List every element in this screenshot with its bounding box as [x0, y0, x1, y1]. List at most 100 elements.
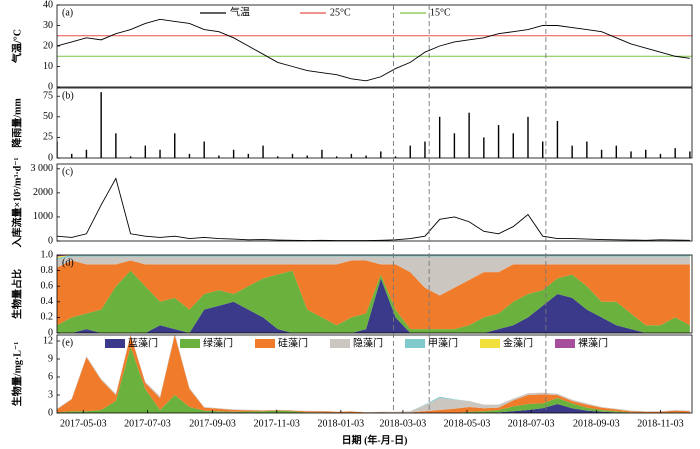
- bar: [247, 153, 250, 158]
- panel-label: (b): [62, 90, 74, 101]
- bar: [71, 153, 73, 158]
- frame: [56, 87, 693, 159]
- legend-label: 蓝藻门: [128, 336, 158, 349]
- bar: [100, 92, 102, 158]
- panel: 0 1000 2000 3 000 (c) 入库流量×10⁵/m³·d⁻¹: [10, 158, 693, 248]
- bar: [380, 151, 382, 158]
- y-tick-label: 9: [48, 353, 53, 364]
- bar: [424, 141, 426, 158]
- bar: [689, 151, 691, 158]
- bar: [159, 149, 161, 158]
- frame: [56, 163, 693, 242]
- legend-label: 裸藻门: [578, 336, 608, 349]
- x-tick-label: 2018-01-03: [318, 418, 365, 429]
- bar: [291, 153, 294, 158]
- frame: [56, 334, 693, 414]
- bar: [188, 153, 191, 158]
- y-tick-label: 0.2: [41, 312, 54, 323]
- y-tick-label: 2000: [33, 187, 53, 198]
- x-tick-label: 2017-05-03: [60, 418, 107, 429]
- line: [57, 177, 690, 241]
- panel-label: (a): [62, 7, 73, 18]
- bar: [394, 156, 397, 158]
- legend-swatch: [180, 339, 200, 348]
- x-tick-label: 2017-11-03: [254, 418, 300, 429]
- bar: [350, 153, 353, 158]
- x-tick-label: 2017-07-03: [124, 418, 171, 429]
- legend-label: 气温: [230, 5, 250, 18]
- y-axis-label: 生物量占比: [10, 269, 23, 319]
- bar: [571, 145, 573, 158]
- bar: [600, 149, 603, 158]
- bar: [630, 151, 632, 158]
- bar: [512, 133, 514, 158]
- legend-swatch: [480, 339, 500, 348]
- bar: [218, 155, 220, 158]
- bar: [659, 153, 662, 158]
- y-tick-label: 6: [48, 371, 53, 382]
- y-axis-label: 入库流量×10⁵/m³·d⁻¹: [10, 158, 23, 248]
- y-tick-label: 30: [43, 20, 53, 31]
- area: [57, 256, 690, 296]
- plot-area: [57, 255, 690, 333]
- area: [57, 335, 690, 413]
- panel-label: (d): [62, 257, 74, 268]
- legend-swatch: [105, 339, 125, 348]
- legend-label: 甲藻门: [428, 336, 458, 349]
- area: [57, 404, 690, 413]
- legend-label: 隐藻门: [353, 336, 383, 349]
- y-tick-label: 0.8: [41, 265, 54, 276]
- panel: 0 10 20 30 40 (a) 气温/°C 气温 25°C 15°C: [10, 0, 693, 92]
- x-axis-label: 日期 (年-月-日): [342, 433, 408, 446]
- x-tick-label: 2018-09-03: [573, 418, 620, 429]
- bar: [556, 120, 559, 158]
- bar: [527, 116, 529, 158]
- bar: [174, 133, 176, 158]
- bar: [232, 149, 235, 158]
- panel: 0 3 6 9 12 (e) 生物量/mg·L⁻¹ 2017-05-03 2017-07-03 2…: [10, 334, 693, 446]
- x-tick-label: 2017-09-03: [189, 418, 236, 429]
- y-axis-label: 生物量/mg·L⁻¹: [10, 342, 23, 406]
- frame: [56, 4, 693, 88]
- bar: [85, 149, 88, 158]
- plot-area: [57, 92, 691, 158]
- panel-label: (e): [62, 337, 73, 348]
- bar: [409, 145, 411, 158]
- y-tick-label: 0: [48, 407, 53, 418]
- area: [57, 270, 690, 333]
- panel: 0 25 50 75 (b) 降雨量/mm: [10, 87, 693, 163]
- y-tick-label: 10: [43, 61, 53, 72]
- legend-swatch: [405, 339, 425, 348]
- bar: [306, 155, 308, 158]
- legend-swatch: [555, 339, 575, 348]
- y-tick-label: 40: [43, 0, 53, 10]
- bar: [645, 149, 647, 158]
- bar: [438, 116, 441, 158]
- bar: [468, 112, 470, 158]
- bar: [262, 145, 264, 158]
- y-tick-label: 1000: [33, 211, 53, 222]
- legend-swatch: [255, 339, 275, 348]
- area: [57, 278, 690, 333]
- y-tick-label: 3: [48, 389, 53, 400]
- area: [57, 260, 690, 330]
- legend-label: 绿藻门: [203, 336, 233, 349]
- y-tick-label: 75: [43, 91, 53, 102]
- y-tick-label: 0: [48, 327, 53, 338]
- bar: [483, 137, 485, 158]
- y-tick-label: 0: [48, 152, 53, 163]
- area: [57, 347, 690, 413]
- y-axis-label: 气温/°C: [10, 29, 23, 64]
- legend-label: 25°C: [330, 7, 351, 18]
- bar: [203, 141, 205, 158]
- x-tick-label: 2018-07-03: [508, 418, 555, 429]
- bar: [115, 133, 117, 158]
- bar: [144, 145, 147, 158]
- y-tick-label: 50: [43, 111, 53, 122]
- legend-label: 15°C: [430, 7, 451, 18]
- panel: 0 0.2 0.4 0.6 0.8 1.0 (d) 生物量占比: [10, 249, 693, 338]
- y-tick-label: 20: [43, 40, 53, 51]
- bar: [365, 155, 367, 158]
- plot-area: [57, 177, 690, 241]
